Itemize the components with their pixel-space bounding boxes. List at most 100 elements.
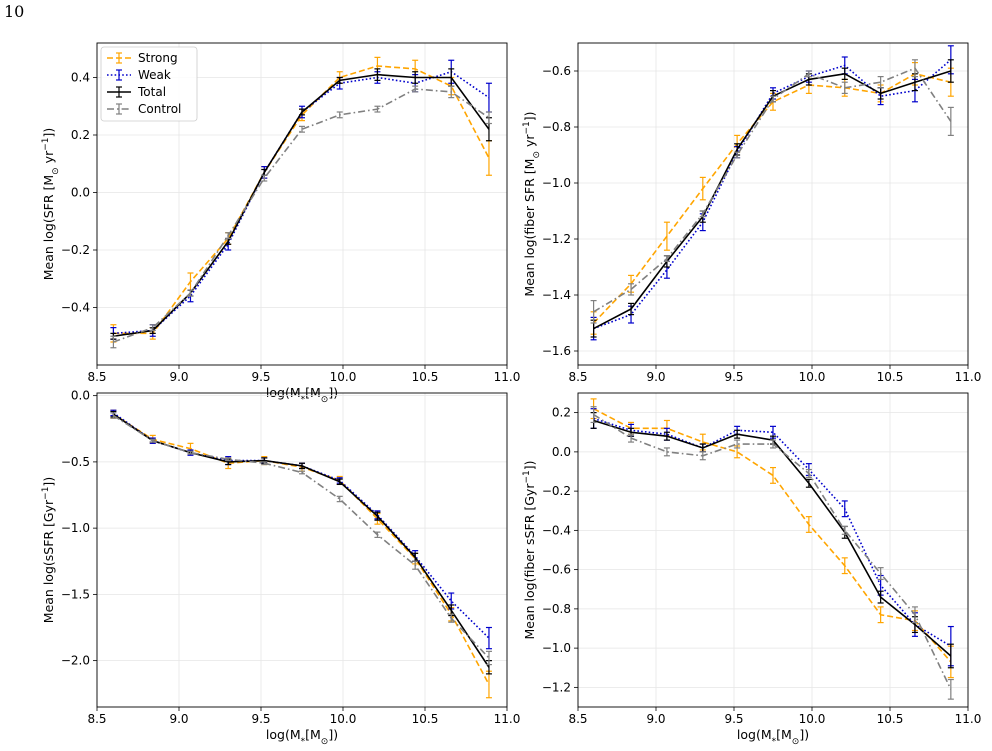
errorbar-point-total (841, 67, 848, 81)
y-axis-label: Mean log(fiber sSFR [Gyr−1]) (522, 460, 537, 639)
errorbar-point-weak (841, 500, 848, 518)
errorbar-point-control (187, 450, 194, 455)
legend-entry-total: Total (107, 85, 166, 99)
errorbar-point-total (374, 68, 381, 81)
errorbar-point-strong (805, 516, 812, 533)
legend-entry-control: Control (107, 102, 181, 116)
errorbar-point-total (947, 643, 954, 669)
legend-label: Weak (138, 68, 171, 82)
legend-label: Strong (138, 51, 178, 65)
x-tick-label: 9.0 (646, 370, 665, 384)
x-axis-label: log(M*[M⊙]) (266, 727, 338, 747)
page-number: 10 (4, 2, 25, 21)
legend-entry-strong: Strong (107, 51, 178, 65)
errorbar-point-total (663, 431, 670, 441)
y-tick-label: 0.2 (552, 406, 571, 420)
errorbar-point-total (299, 462, 305, 470)
errorbar-point-control (877, 567, 884, 581)
series-control (590, 59, 954, 324)
x-tick-label: 8.5 (87, 712, 106, 726)
x-tick-label: 11.0 (494, 712, 521, 726)
series-control (590, 406, 954, 700)
y-axis-label: Mean log(SFR [M⊙ yr−1]) (41, 128, 61, 281)
errorbar-point-control (299, 125, 305, 133)
errorbar-point-control (770, 95, 776, 103)
y-tick-label: −1.5 (61, 587, 90, 601)
y-tick-label: −1.4 (542, 288, 571, 302)
errorbar-point-control (374, 105, 381, 113)
series-line-strong (593, 407, 952, 663)
legend-entry-weak: Weak (107, 68, 171, 82)
legend: Strong Weak Total Control (100, 46, 198, 122)
series-line-strong (112, 413, 490, 685)
errorbar-point-total (412, 71, 419, 84)
errorbar-point-control (877, 75, 884, 89)
errorbar-point-control (448, 613, 455, 623)
errorbar-point-control (841, 81, 848, 95)
errorbar-point-total (336, 76, 343, 84)
y-tick-label: −0.4 (61, 301, 90, 315)
series-line-control (593, 67, 952, 313)
x-tick-label: 10.5 (877, 370, 904, 384)
x-tick-label: 10.0 (799, 370, 826, 384)
y-tick-label: −1.0 (542, 641, 571, 655)
errorbar-point-weak (485, 626, 492, 650)
y-tick-label: −1.0 (542, 176, 571, 190)
errorbar-point-control (628, 433, 635, 443)
series-line-total (593, 419, 952, 657)
errorbar-point-strong (663, 221, 670, 251)
errorbar-point-control (149, 324, 156, 332)
x-tick-label: 8.5 (87, 370, 106, 384)
errorbar-point-control (485, 650, 492, 666)
errorbar-point-total (628, 302, 635, 316)
errorbar-point-control (336, 495, 343, 503)
series-total (110, 410, 492, 675)
errorbar-point-strong (877, 606, 884, 624)
x-tick-label: 9.5 (724, 712, 743, 726)
y-tick-label: −0.2 (542, 484, 571, 498)
series-control (110, 85, 492, 349)
chart-panel-4: 8.5 9.0 9.5 10.0 10.5 11.0 −1.2 −1.0 −0.8 −0.6 −0.… (522, 392, 982, 747)
axes-frame (577, 42, 969, 366)
errorbar-point-control (699, 210, 706, 218)
y-tick-label: −1.2 (542, 680, 571, 694)
series-line-weak (113, 70, 490, 335)
x-tick-label: 9.0 (169, 712, 188, 726)
x-tick-label: 10.0 (799, 712, 826, 726)
x-tick-label: 10.5 (412, 712, 439, 726)
y-axis-label: Mean log(sSFR [Gyr−1]) (41, 477, 56, 623)
errorbar-point-total (336, 478, 343, 486)
errorbar-point-control (590, 300, 597, 324)
errorbar-point-strong (485, 140, 492, 176)
axes-frame (577, 392, 969, 708)
errorbar-point-total (805, 478, 812, 488)
errorbar-point-total (374, 511, 381, 521)
errorbar-point-control (149, 438, 156, 443)
x-tick-label: 11.0 (955, 370, 982, 384)
y-axis-label: Mean log(fiber SFR [M⊙ yr−1]) (522, 111, 542, 296)
y-tick-label: −1.6 (542, 344, 571, 358)
errorbar-point-control (805, 70, 812, 78)
series-total (590, 412, 954, 669)
x-tick-label: 9.0 (169, 370, 188, 384)
errorbar-point-control (663, 255, 670, 262)
errorbar-point-control (734, 151, 741, 159)
x-tick-label: 9.5 (251, 370, 270, 384)
errorbar-point-control (412, 85, 419, 93)
y-tick-label: −0.2 (61, 243, 90, 257)
series-control (110, 412, 492, 666)
x-tick-label: 11.0 (955, 712, 982, 726)
errorbar-point-control (841, 525, 848, 535)
x-tick-label: 10.0 (330, 712, 357, 726)
errorbar-point-control (663, 447, 670, 457)
errorbar-point-control (947, 678, 954, 700)
series-line-control (112, 414, 490, 659)
errorbar-point-total (877, 590, 884, 604)
errorbar-point-total (734, 429, 741, 439)
x-tick-label: 10.5 (412, 370, 439, 384)
x-axis-label: log(M*[M⊙]) (737, 727, 809, 747)
series-line-weak (593, 417, 952, 647)
y-tick-label: −2.0 (61, 654, 90, 668)
errorbar-point-control (699, 451, 706, 461)
